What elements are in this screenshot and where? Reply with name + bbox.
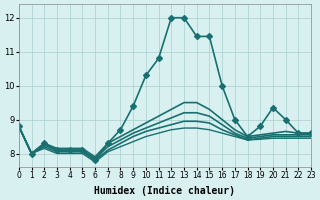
- X-axis label: Humidex (Indice chaleur): Humidex (Indice chaleur): [94, 186, 236, 196]
